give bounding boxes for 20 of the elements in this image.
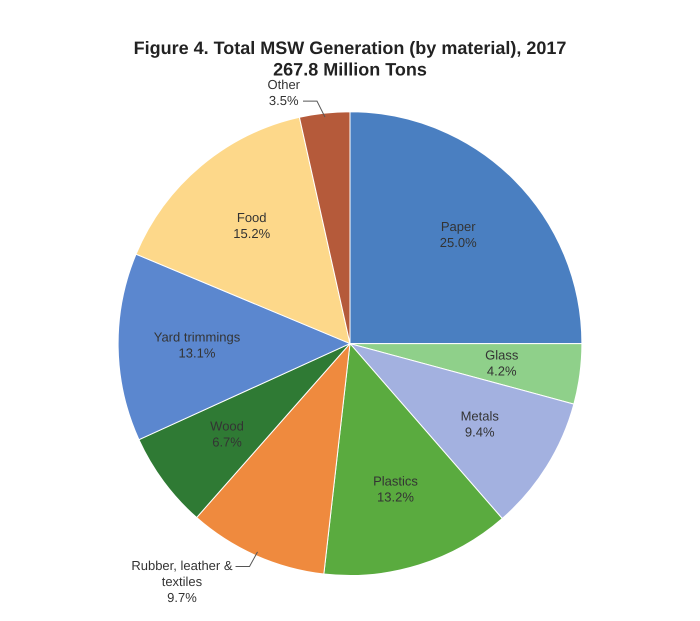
- data-label: 13.2%: [377, 489, 414, 504]
- data-label: 15.2%: [233, 226, 271, 241]
- slice-label: Wood: [210, 418, 244, 434]
- chart-title: Figure 4. Total MSW Generation (by material), 2017: [134, 38, 566, 58]
- slice-label: Rubber, leather & textiles: [131, 558, 233, 590]
- data-label: 9.4%: [464, 424, 495, 440]
- chart-subtitle: 267.8 Million Tons: [273, 59, 427, 80]
- slice-label: Food: [236, 210, 267, 225]
- data-label: 3.5%: [268, 92, 299, 108]
- data-label: 13.1%: [178, 346, 216, 361]
- slice-label: Yard trimmings: [154, 330, 241, 345]
- slice-label: Metals: [460, 408, 500, 424]
- data-label: 4.2%: [486, 363, 517, 378]
- slice-label: Glass: [485, 347, 519, 362]
- data-label: 9.7%: [167, 590, 198, 606]
- data-label: 25.0%: [440, 234, 478, 250]
- slice-label: Plastics: [373, 473, 418, 488]
- slice-label: Paper: [440, 218, 476, 234]
- data-label: 6.7%: [212, 434, 242, 450]
- slice-label: Other: [267, 76, 301, 92]
